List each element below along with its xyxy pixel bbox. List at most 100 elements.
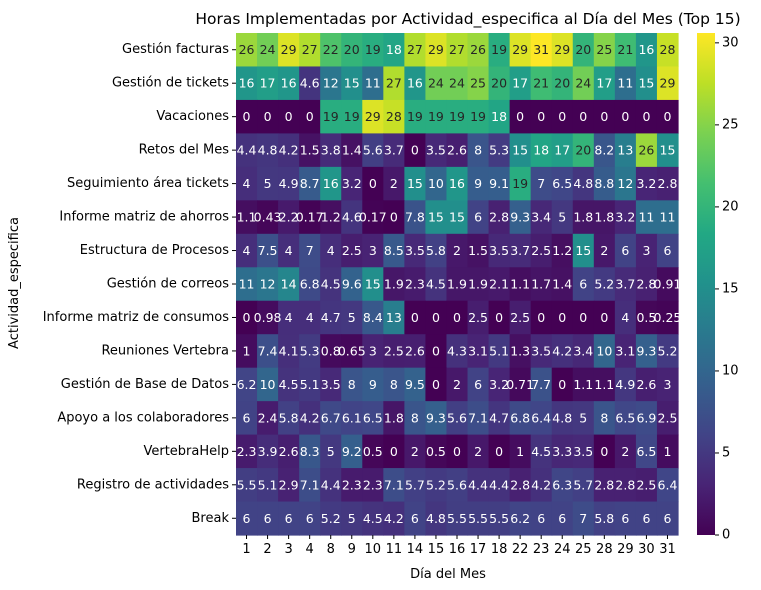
cell-value-label: 5.7 <box>573 477 593 492</box>
x-tick-label: 22 <box>512 542 529 557</box>
heatmap-cell <box>404 133 427 168</box>
heatmap-cell <box>404 166 427 201</box>
heatmap-cell <box>425 33 448 68</box>
cell-value-label: 3.4 <box>573 343 593 358</box>
cell-value-label: 4.9 <box>615 377 635 392</box>
cell-value-label: 8 <box>411 410 419 425</box>
heatmap-cell <box>299 367 321 402</box>
cell-value-label: 4.4 <box>321 477 341 492</box>
y-axis-ticks: Gestión facturas Gestión de tickets Vacaci… <box>43 42 236 526</box>
heatmap-cell <box>467 99 490 134</box>
cell-value-label: 3.1 <box>468 343 488 358</box>
heatmap-cell <box>383 133 405 168</box>
cell-value-label: 13 <box>386 310 402 325</box>
heatmap-cell <box>509 334 532 369</box>
heatmap-cell <box>614 300 637 335</box>
heatmap-cell <box>341 434 363 469</box>
cell-value-label: 10 <box>260 377 276 392</box>
cell-value-label: 19 <box>344 109 360 124</box>
heatmap-cell <box>278 267 300 302</box>
heatmap-cell <box>656 434 679 469</box>
cell-value-label: 0.17 <box>296 210 324 225</box>
cell-value-label: 7 <box>579 511 587 526</box>
heatmap-cell <box>551 133 574 168</box>
cell-value-label: 6.4 <box>658 477 678 492</box>
cell-value-label: 4.3 <box>447 343 467 358</box>
heatmap-cell <box>425 66 448 101</box>
heatmap-cell <box>404 501 427 536</box>
x-tick-label: 31 <box>659 542 676 557</box>
x-tick-label: 9 <box>348 542 356 557</box>
x-tick-label: 30 <box>638 542 655 557</box>
cell-value-label: 7.8 <box>405 210 425 225</box>
cell-value-label: 6 <box>264 511 272 526</box>
heatmap-cell <box>236 200 258 235</box>
cell-value-label: 25 <box>470 76 486 91</box>
colorbar-tick-label: 5 <box>722 445 730 460</box>
heatmap-cell <box>278 334 300 369</box>
heatmap-cell <box>656 401 679 436</box>
heatmap-cell <box>320 434 342 469</box>
heatmap-cell <box>320 300 342 335</box>
cell-value-label: 6 <box>537 511 545 526</box>
cell-value-label: 4.4 <box>237 143 257 158</box>
cell-value-label: 12 <box>617 176 633 191</box>
cell-value-label: 20 <box>575 42 591 57</box>
cell-value-label: 0 <box>495 444 503 459</box>
heatmap-cell <box>341 300 363 335</box>
heatmap-cell <box>446 367 469 402</box>
heatmap-cell <box>320 367 342 402</box>
cell-value-label: 7 <box>537 176 545 191</box>
cell-value-label: 2 <box>411 444 419 459</box>
cell-value-label: 5.6 <box>363 143 383 158</box>
cell-value-label: 6 <box>306 511 314 526</box>
cell-value-label: 1.9 <box>447 277 467 292</box>
cell-value-label: 10 <box>596 343 612 358</box>
heatmap-cell <box>488 66 511 101</box>
cell-value-label: 25 <box>596 42 612 57</box>
heatmap-cell <box>593 133 616 168</box>
cell-value-label: 3.5 <box>321 377 341 392</box>
cell-value-label: 4.1 <box>279 343 299 358</box>
heatmap-cell <box>635 434 658 469</box>
heatmap-cell <box>446 133 469 168</box>
heatmap-cell <box>404 300 427 335</box>
cell-value-label: 0 <box>663 109 671 124</box>
cell-value-label: 11 <box>638 210 654 225</box>
y-tick-label: Apoyo a los colaboradores <box>57 410 229 425</box>
heatmap-cell <box>446 334 469 369</box>
heatmap-cell <box>299 300 321 335</box>
heatmap-cell <box>236 166 258 201</box>
x-tick-label: 8 <box>327 542 335 557</box>
cell-value-label: 18 <box>386 42 402 57</box>
cell-value-label: 29 <box>281 42 297 57</box>
heatmap-cell <box>257 267 279 302</box>
heatmap-cell <box>257 233 279 268</box>
y-tick-label: Seguimiento área tickets <box>67 176 229 191</box>
heatmap-cell <box>614 501 637 536</box>
cell-value-label: 4.2 <box>279 143 299 158</box>
y-tick-label: Informe matriz de consumos <box>43 310 230 325</box>
cell-value-label: 29 <box>554 42 570 57</box>
cell-value-label: 15 <box>449 210 465 225</box>
cell-value-label: 3.3 <box>552 444 572 459</box>
cell-value-label: 5.5 <box>468 511 488 526</box>
cell-value-label: 6 <box>663 511 671 526</box>
heatmap-cell <box>320 468 342 503</box>
cell-value-label: 3.7 <box>615 277 635 292</box>
cell-value-label: 5.5 <box>489 511 509 526</box>
heatmap-cell <box>572 401 595 436</box>
cell-value-label: 24 <box>260 42 276 57</box>
cell-value-label: 27 <box>386 76 402 91</box>
heatmap-cell <box>446 501 469 536</box>
heatmap-cell <box>320 233 342 268</box>
cell-value-label: 0 <box>390 444 398 459</box>
cell-value-label: 0 <box>243 310 251 325</box>
heatmap-cell <box>299 133 321 168</box>
cell-value-label: 15 <box>660 143 676 158</box>
heatmap-cell <box>236 334 258 369</box>
heatmap-cell <box>614 267 637 302</box>
cell-value-label: 2 <box>474 444 482 459</box>
cell-value-label: 1.1 <box>594 377 614 392</box>
heatmap-cell <box>341 468 363 503</box>
